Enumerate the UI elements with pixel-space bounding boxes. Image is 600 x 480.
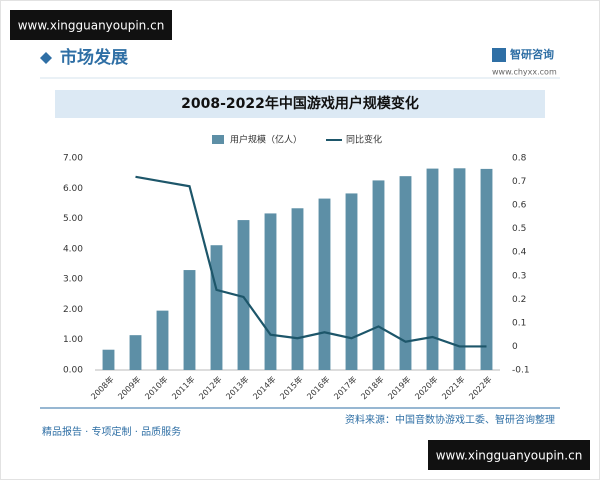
chart-title: 2008-2022年中国游戏用户规模变化 — [181, 95, 419, 112]
bar — [264, 213, 277, 370]
bar — [129, 335, 142, 370]
y-tick-label: 2.00 — [63, 305, 83, 315]
bar — [480, 168, 493, 370]
y-tick-label: 7.00 — [63, 154, 83, 164]
title-band — [55, 90, 545, 118]
legend-label: 同比变化 — [346, 134, 382, 146]
y2-tick-label: 0.2 — [512, 295, 526, 305]
bar — [237, 220, 250, 370]
site-url: www.xingguanyoupin.cn — [436, 449, 583, 463]
bar — [345, 193, 358, 370]
bar — [453, 168, 466, 370]
section-icon — [40, 52, 52, 64]
brand-url: www.chyxx.com — [492, 68, 557, 77]
y-tick-label: 1.00 — [63, 335, 83, 345]
slogan: 精品报告 · 专项定制 · 品质服务 — [42, 425, 181, 438]
y2-tick-label: 0.7 — [512, 177, 526, 187]
brand-logo — [492, 48, 506, 62]
y-tick-label: 6.00 — [63, 184, 83, 194]
bar — [426, 168, 439, 370]
legend-label: 用户规模（亿人） — [230, 134, 302, 146]
site-badge — [10, 10, 172, 40]
site-badge — [428, 440, 590, 470]
section-title: 市场发展 — [60, 47, 128, 68]
bar — [156, 310, 169, 370]
source: 资料来源：中国音数协游戏工委、智研咨询整理 — [345, 413, 555, 426]
bar — [183, 270, 196, 370]
bar — [318, 198, 331, 370]
y2-tick-label: 0.6 — [512, 201, 527, 211]
y2-tick-label: -0.1 — [512, 366, 530, 376]
y-tick-label: 3.00 — [63, 275, 83, 285]
y-tick-label: 4.00 — [63, 244, 83, 254]
site-url: www.xingguanyoupin.cn — [18, 19, 165, 33]
brand-name: 智研咨询 — [510, 47, 554, 61]
bar — [102, 349, 115, 370]
bar — [210, 245, 223, 370]
y2-tick-label: 0 — [512, 342, 518, 352]
y-tick-label: 5.00 — [63, 214, 83, 224]
y2-tick-label: 0.5 — [512, 224, 526, 234]
y2-tick-label: 0.1 — [512, 318, 526, 328]
y2-tick-label: 0.3 — [512, 271, 526, 281]
bar — [291, 208, 304, 370]
line — [135, 175, 487, 348]
y-tick-label: 0.00 — [63, 366, 83, 376]
y2-tick-label: 0.4 — [512, 248, 527, 258]
bar — [399, 176, 412, 370]
y2-tick-label: 0.8 — [512, 154, 527, 164]
bar — [372, 180, 385, 370]
legend-swatch — [212, 135, 224, 144]
